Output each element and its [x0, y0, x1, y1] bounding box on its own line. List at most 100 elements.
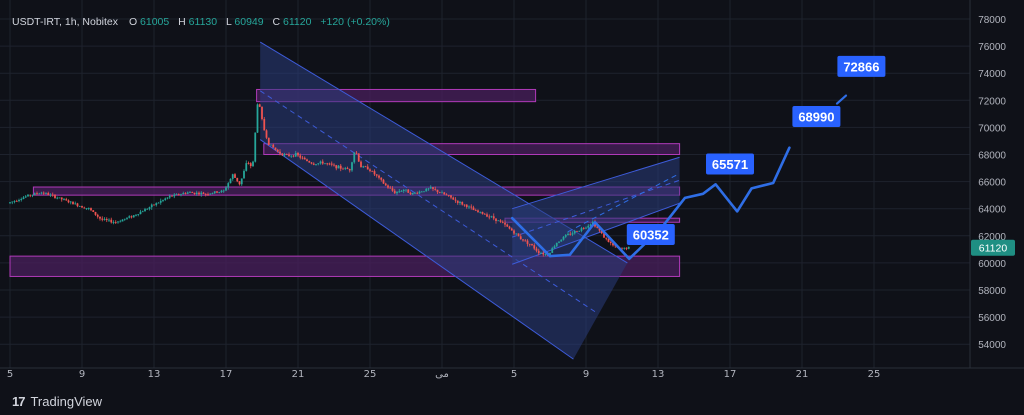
candle-body: [497, 220, 500, 222]
candle-body: [402, 189, 405, 192]
target-label: 68990: [798, 110, 834, 125]
change-value: +120 (+0.20%): [320, 16, 389, 28]
zone: [263, 143, 681, 156]
candle-body: [396, 191, 398, 194]
candle-body: [42, 192, 45, 194]
candle-body: [299, 155, 302, 158]
candle-body: [141, 211, 144, 213]
candle-body: [85, 208, 88, 209]
candle-body: [112, 222, 115, 223]
candle-body: [380, 177, 383, 180]
candle-body: [375, 174, 378, 176]
candle-body: [508, 226, 511, 229]
candle-body: [398, 191, 401, 193]
candle-body: [18, 199, 20, 202]
candle-body: [236, 177, 239, 182]
candle-body: [132, 215, 135, 218]
candle-body: [596, 226, 599, 228]
candle-body: [24, 196, 27, 198]
candle-body: [45, 193, 47, 194]
candle-body: [423, 191, 425, 193]
tradingview-logo[interactable]: 17 TradingView: [12, 394, 102, 409]
close-label: C: [273, 16, 281, 28]
candle-body: [211, 193, 214, 194]
last-price-tag: 61120: [971, 239, 1015, 256]
candle-body: [535, 248, 538, 251]
candle-body: [324, 163, 326, 165]
candle-body: [51, 194, 54, 196]
target-box: [626, 223, 675, 245]
candle-body: [117, 221, 119, 223]
candle-body: [126, 217, 128, 219]
candle-body: [477, 210, 479, 212]
x-tick-label: 17: [220, 369, 233, 380]
candle-body: [285, 154, 288, 156]
target-callout: 68990: [792, 106, 841, 128]
candle-body: [231, 174, 234, 179]
candle-body: [157, 202, 160, 204]
price-axis[interactable]: 54000 56000 58000 60000 62000 64000 66000 68000…: [978, 15, 1006, 351]
candle-body: [501, 221, 504, 223]
candle-body: [11, 201, 14, 203]
candle-body: [256, 104, 259, 133]
candle-body: [186, 192, 189, 194]
candle-body: [389, 187, 392, 189]
candle-body: [276, 149, 279, 152]
candle-body: [513, 230, 515, 234]
candle-body: [225, 187, 227, 191]
candle-body: [36, 193, 38, 195]
candle-body: [288, 154, 290, 157]
candle-body: [364, 166, 367, 168]
candle-body: [603, 233, 605, 238]
candle-body: [69, 201, 72, 203]
candle-body: [292, 155, 295, 157]
candle-body: [429, 187, 432, 189]
candle-body: [499, 220, 502, 222]
candle-body: [405, 189, 407, 191]
candle-body: [387, 185, 389, 188]
candle-body: [441, 192, 443, 194]
candle-body: [382, 179, 385, 184]
y-tick-label: 60000: [978, 259, 1006, 270]
candle-body: [94, 211, 97, 215]
y-tick-label: 70000: [978, 123, 1006, 134]
candle-body: [351, 162, 353, 171]
candle-body: [166, 197, 169, 199]
candle-body: [621, 248, 623, 250]
target-box: [706, 153, 754, 175]
ascending-channel-lower: [512, 202, 680, 265]
candle-body: [418, 191, 421, 194]
candle-body: [245, 163, 248, 171]
time-axis[interactable]: 5 9 13 17 21 25 مى 5 9 13 17 21 25: [7, 369, 881, 380]
x-tick-label: 21: [292, 369, 305, 380]
chart-legend: USDT-IRT, 1h, Nobitex O 61005 H 61130 L …: [12, 16, 390, 28]
candle-body: [461, 201, 464, 205]
candle-body: [605, 237, 608, 239]
candle-body: [443, 192, 446, 195]
candle-body: [121, 219, 124, 222]
candle-body: [366, 166, 369, 170]
candle-body: [571, 233, 574, 235]
candle-body: [301, 157, 304, 159]
candle-body: [562, 236, 565, 240]
candle-body: [400, 191, 403, 192]
candle-body: [342, 168, 344, 170]
candle-body: [335, 165, 338, 169]
candle-body: [191, 192, 194, 193]
target-box: [837, 55, 886, 77]
candle-body: [40, 192, 43, 194]
candle-body: [76, 203, 79, 207]
target-label: 60352: [633, 227, 669, 242]
high-value: 61130: [189, 16, 218, 28]
x-tick-label: 21: [796, 369, 809, 380]
candle-body: [436, 189, 439, 193]
candle-body: [144, 209, 146, 212]
candle-body: [258, 104, 261, 107]
x-tick-label: 9: [79, 369, 85, 380]
y-tick-label: 76000: [978, 42, 1006, 53]
candle-body: [78, 206, 81, 207]
candle-body: [297, 153, 299, 156]
candle-body: [506, 224, 509, 227]
candle-body: [373, 171, 376, 175]
